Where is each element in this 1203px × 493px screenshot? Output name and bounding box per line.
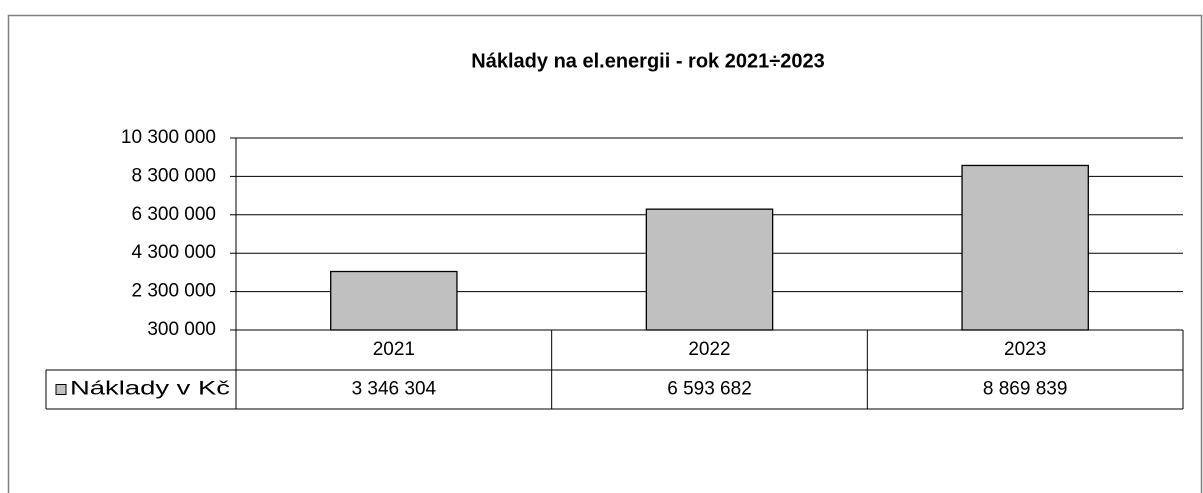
y-tick-label: 2 300 000	[131, 281, 216, 302]
chart-border	[7, 14, 1203, 493]
data-table-value: 8 869 839	[983, 379, 1068, 400]
y-tick-label: 8 300 000	[131, 165, 216, 186]
legend-label: Náklady v Kč	[70, 379, 230, 400]
x-tick-label: 2021	[373, 339, 415, 360]
y-tick-label: 4 300 000	[131, 242, 216, 263]
x-tick-label: 2022	[688, 339, 730, 360]
chart-title: Náklady na el.energii - rok 2021÷2023	[471, 50, 824, 72]
legend-swatch	[55, 384, 67, 395]
y-tick-label: 10 300 000	[121, 127, 216, 148]
x-tick-label: 2023	[1004, 339, 1046, 360]
data-table-value: 6 593 682	[667, 379, 752, 400]
bar	[330, 270, 458, 331]
bar	[961, 164, 1089, 331]
y-tick-label: 300 000	[147, 319, 216, 340]
y-tick-label: 6 300 000	[131, 204, 216, 225]
data-table-value: 3 346 304	[352, 379, 437, 400]
bar	[645, 208, 774, 331]
